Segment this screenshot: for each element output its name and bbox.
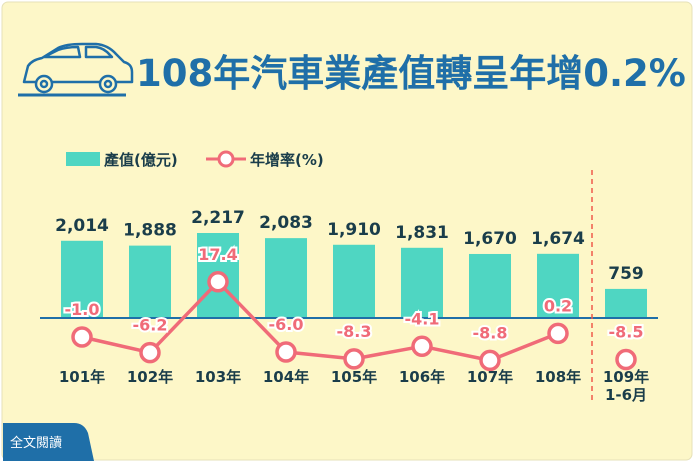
rate-value-label: -8.8 [473, 323, 508, 342]
bar-value-label: 1,888 [123, 221, 177, 241]
bar-value-label: 2,217 [191, 208, 245, 228]
rate-point-7 [547, 322, 569, 345]
legend-bar-swatch [66, 152, 100, 166]
x-tick-label: 105年 [331, 368, 377, 386]
bar-value-label: 2,083 [259, 213, 313, 233]
rate-point-3 [275, 341, 297, 363]
x-tick-label: 106年 [399, 368, 445, 386]
full-text-button[interactable]: 全文閱讀 [3, 423, 94, 461]
bar-value-label: 1,670 [463, 229, 517, 249]
full-text-button-bg[interactable] [3, 423, 94, 461]
bar-3 [265, 238, 307, 318]
bar-7 [537, 253, 579, 318]
bar-1 [129, 245, 171, 318]
rate-value-label: 0.2 [544, 296, 572, 315]
x-tick-label: 103年 [195, 368, 241, 386]
x-tick-label: 108年 [535, 368, 581, 386]
bar-value-label: 1,910 [327, 220, 381, 240]
rate-value-label: -8.5 [609, 323, 644, 342]
rate-point-8 [615, 348, 637, 371]
bar-5 [401, 247, 443, 318]
page-title: 108年汽車業產值轉呈年增0.2% [136, 52, 686, 95]
x-tick-label: 104年 [263, 368, 309, 386]
legend-line-label: 年增率(%) [250, 151, 324, 169]
x-tick-label: 101年 [59, 368, 105, 386]
bar-6 [469, 253, 511, 318]
rate-point-1 [139, 341, 161, 364]
rate-point-5 [411, 335, 433, 358]
x-tick-label: 1-6月 [605, 386, 647, 404]
line-layer [71, 271, 637, 372]
rate-value-label: -6.2 [133, 316, 168, 335]
rate-point-6 [479, 349, 501, 372]
rate-value-label: -8.3 [337, 322, 372, 341]
bar-value-label: 1,674 [531, 229, 585, 249]
chart-panel [1, 1, 693, 461]
bars-layer [61, 233, 647, 318]
bar-value-label: 759 [608, 264, 644, 284]
legend-bar-label: 產值(億元) [103, 151, 178, 169]
rate-value-label: -4.1 [405, 309, 440, 328]
rate-point-4 [343, 348, 365, 370]
rate-point-2 [207, 271, 229, 293]
legend-line-marker [217, 150, 235, 168]
bar-8 [605, 288, 647, 318]
rate-value-label: -6.0 [269, 315, 304, 334]
x-tick-label: 109年 [603, 368, 649, 386]
rate-point-0 [71, 326, 93, 348]
bar-4 [333, 244, 375, 318]
full-text-button-label[interactable]: 全文閱讀 [10, 435, 62, 451]
growth-rate-line [81, 280, 559, 363]
rate-value-label: 17.4 [198, 245, 237, 264]
bar-0 [61, 240, 103, 318]
x-tick-label: 107年 [467, 368, 513, 386]
bar-value-label: 2,014 [55, 216, 109, 236]
bar-value-label: 1,831 [395, 223, 449, 243]
legend: 產值(億元) 年增率(%) [66, 150, 324, 169]
x-tick-label: 102年 [127, 368, 173, 386]
rate-value-label: -1.0 [65, 300, 100, 319]
car-icon [22, 42, 134, 94]
labels-layer: 2,014 1,888 2,217 2,083 1,910 1,831 1,670 1,674… [55, 208, 645, 344]
